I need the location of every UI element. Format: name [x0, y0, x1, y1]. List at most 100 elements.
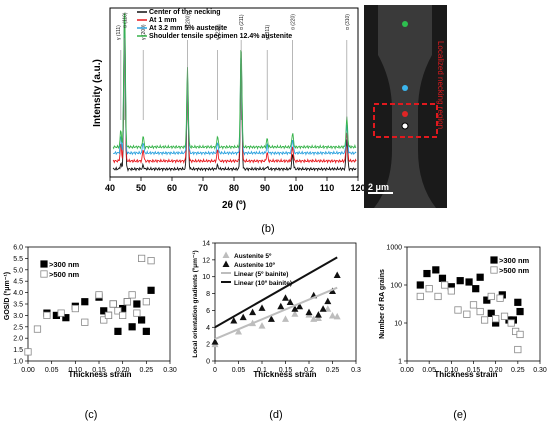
orientation-gradient-legend-swatch-0 — [222, 251, 230, 258]
gos-point-1-2 — [43, 311, 51, 320]
c-axes-y-tick-label-3: 2.5 — [13, 324, 23, 331]
ra-grains-point-1-11 — [492, 315, 500, 323]
ra-grains-chart: 0.00 0.05 0.10 0.15 0.20 0.25 0.30 1 10 100 1000 >… — [379, 245, 547, 380]
gos-point-1-10 — [114, 307, 122, 315]
gos-point-0-6 — [100, 307, 108, 315]
xrd-curve-3 — [112, 12, 357, 150]
gos-point-0-14 — [137, 316, 146, 324]
micrograph-image: Localized necking region 2 μm — [364, 5, 447, 208]
orientation-gradient-trendline-3 — [214, 256, 338, 329]
xrd-legend-label-3: Shoulder tensile specimen 12.4% austenit… — [149, 33, 292, 40]
d-axes-y-tick-label-0: 0 — [206, 359, 210, 366]
orientation-gradient-point-0-4 — [282, 315, 289, 322]
d-axes-y-tick-label-6: 12 — [202, 257, 210, 264]
e-axes-x-tick-label-4: 0.20 — [489, 367, 503, 374]
orientation-gradient-point-1-4 — [258, 304, 266, 311]
orientation-gradient-point-0-3 — [258, 322, 266, 329]
c-axes-y-tick-label-9: 5.5 — [13, 256, 23, 263]
gos-point-1-5 — [81, 318, 89, 326]
xrd-x-tick-label-5: 90 — [260, 183, 270, 193]
xrd-x-tick-label-0: 40 — [105, 183, 115, 193]
xrd-peak-label-2: γ (200) — [141, 24, 147, 40]
c-axes-y-tick-label-10: 6.0 — [13, 245, 23, 252]
orientation-gradient-point-1-16 — [329, 287, 336, 295]
xrd-x-tick-label-2: 60 — [167, 183, 177, 193]
ra-grains-points — [416, 266, 524, 354]
xrd-x-tick-label-3: 70 — [198, 183, 208, 193]
orientation-gradient-y-axis-label: Local orientation gradients (ºμm⁻¹) — [192, 250, 199, 357]
gos-point-1-15 — [137, 254, 146, 262]
ra-grains-point-1-5 — [454, 306, 462, 314]
gos-point-1-13 — [128, 291, 136, 299]
orientation-gradient-points — [211, 256, 341, 348]
d-axes-y-tick-label-5: 10 — [202, 274, 210, 281]
orientation-gradient-legend-label-3: Linear (10º bainite) — [234, 280, 292, 287]
ra-grains-point-1-16 — [514, 345, 522, 354]
orientation-gradient-point-0-1 — [235, 328, 242, 335]
d-axes-x-tick-label-5: 0.25 — [326, 367, 340, 374]
ra-grains-point-0-8 — [476, 273, 484, 281]
orientation-gradient-legend-label-0: Austenite 5º — [234, 253, 272, 260]
ra-grains-point-1-9 — [480, 316, 489, 324]
c-axes-x-tick-label-0: 0.00 — [21, 367, 35, 374]
ra-grains-point-1-12 — [496, 294, 504, 302]
xrd-x-tick-label-6: 100 — [288, 183, 303, 193]
panel-label-c: (c) — [85, 409, 98, 421]
ra-grains-point-0-0 — [416, 281, 424, 289]
gos-point-1-7 — [100, 316, 108, 324]
panel-label-b: (b) — [261, 223, 274, 235]
ra-grains-y-axis-label: Number of RA grains — [379, 269, 386, 339]
ra-grains-point-0-5 — [456, 277, 464, 285]
measurement-marker-center — [401, 122, 409, 130]
c-axes-x-tick-label-3: 0.15 — [92, 367, 106, 374]
gos-point-1-9 — [109, 300, 117, 308]
ra-grains-point-1-1 — [425, 285, 433, 293]
ra-grains-point-0-2 — [432, 266, 440, 274]
xrd-y-axis-label: Intensity (a.u.) — [92, 59, 103, 127]
orientation-gradient-legend-label-1: Austenite 10º — [234, 262, 276, 269]
ra-grains-point-0-1 — [423, 269, 431, 278]
ra-grains-point-1-6 — [463, 310, 471, 318]
orientation-gradient-point-1-9 — [291, 305, 299, 312]
gos-chart: 0.00 0.05 0.10 0.15 0.20 0.25 0.30 1.0 1.5 2.0 2.5… — [4, 245, 177, 380]
ra-grains-point-0-16 — [516, 307, 524, 316]
c-axes-x-tick-label-6: 0.30 — [163, 367, 177, 374]
c-axes-x-tick-label-1: 0.05 — [45, 367, 59, 374]
panel-label-d: (d) — [269, 409, 282, 421]
orientation-gradient-point-0-10 — [329, 311, 336, 319]
measurement-marker-shoulder — [402, 21, 408, 27]
tensile-specimen-shape — [374, 5, 436, 208]
orientation-gradient-point-0-9 — [324, 305, 332, 312]
d-axes-y-tick-label-3: 6 — [206, 308, 210, 315]
xrd-curve-2 — [113, 20, 357, 156]
ra-grains-point-1-3 — [441, 281, 449, 289]
d-axes-x-tick-label-4: 0.2 — [304, 367, 314, 374]
gos-point-0-9 — [114, 327, 122, 335]
gos-y-axis-label: GOS/D (ºμm⁻¹) — [4, 272, 11, 320]
ra-grains-point-0-3 — [438, 274, 447, 282]
gos-points — [24, 254, 155, 356]
d-axes-y-tick-label-7: 14 — [202, 241, 210, 248]
necking-region-label: Localized necking region — [436, 41, 445, 129]
orientation-gradient-point-1-14 — [319, 305, 327, 312]
xrd-legend-label-0: Center of the necking — [149, 9, 221, 16]
gos-point-0-15 — [142, 327, 150, 335]
gos-point-0-2 — [62, 314, 70, 322]
xrd-peak-label-8: α (310) — [345, 14, 351, 30]
d-axes-y-tick-label-2: 4 — [206, 325, 210, 332]
xrd-curves — [112, 12, 357, 173]
e-axes-x-tick-label-6: 0.30 — [533, 367, 547, 374]
gos-point-1-0 — [24, 348, 32, 356]
xrd-peak-label-0: γ (111) — [116, 25, 122, 40]
gos-point-1-16 — [142, 298, 150, 306]
ra-grains-point-0-6 — [465, 278, 473, 286]
xrd-legend-label-1: At 1 mm — [149, 17, 177, 24]
orientation-gradient-point-0-11 — [333, 312, 341, 320]
c-axes-y-tick-label-6: 4.0 — [13, 290, 23, 297]
ra-grains-point-0-10 — [487, 309, 495, 317]
ra-grains-point-1-2 — [434, 292, 442, 301]
gos-point-1-17 — [147, 257, 155, 265]
ra-grains-point-1-13 — [500, 312, 509, 320]
